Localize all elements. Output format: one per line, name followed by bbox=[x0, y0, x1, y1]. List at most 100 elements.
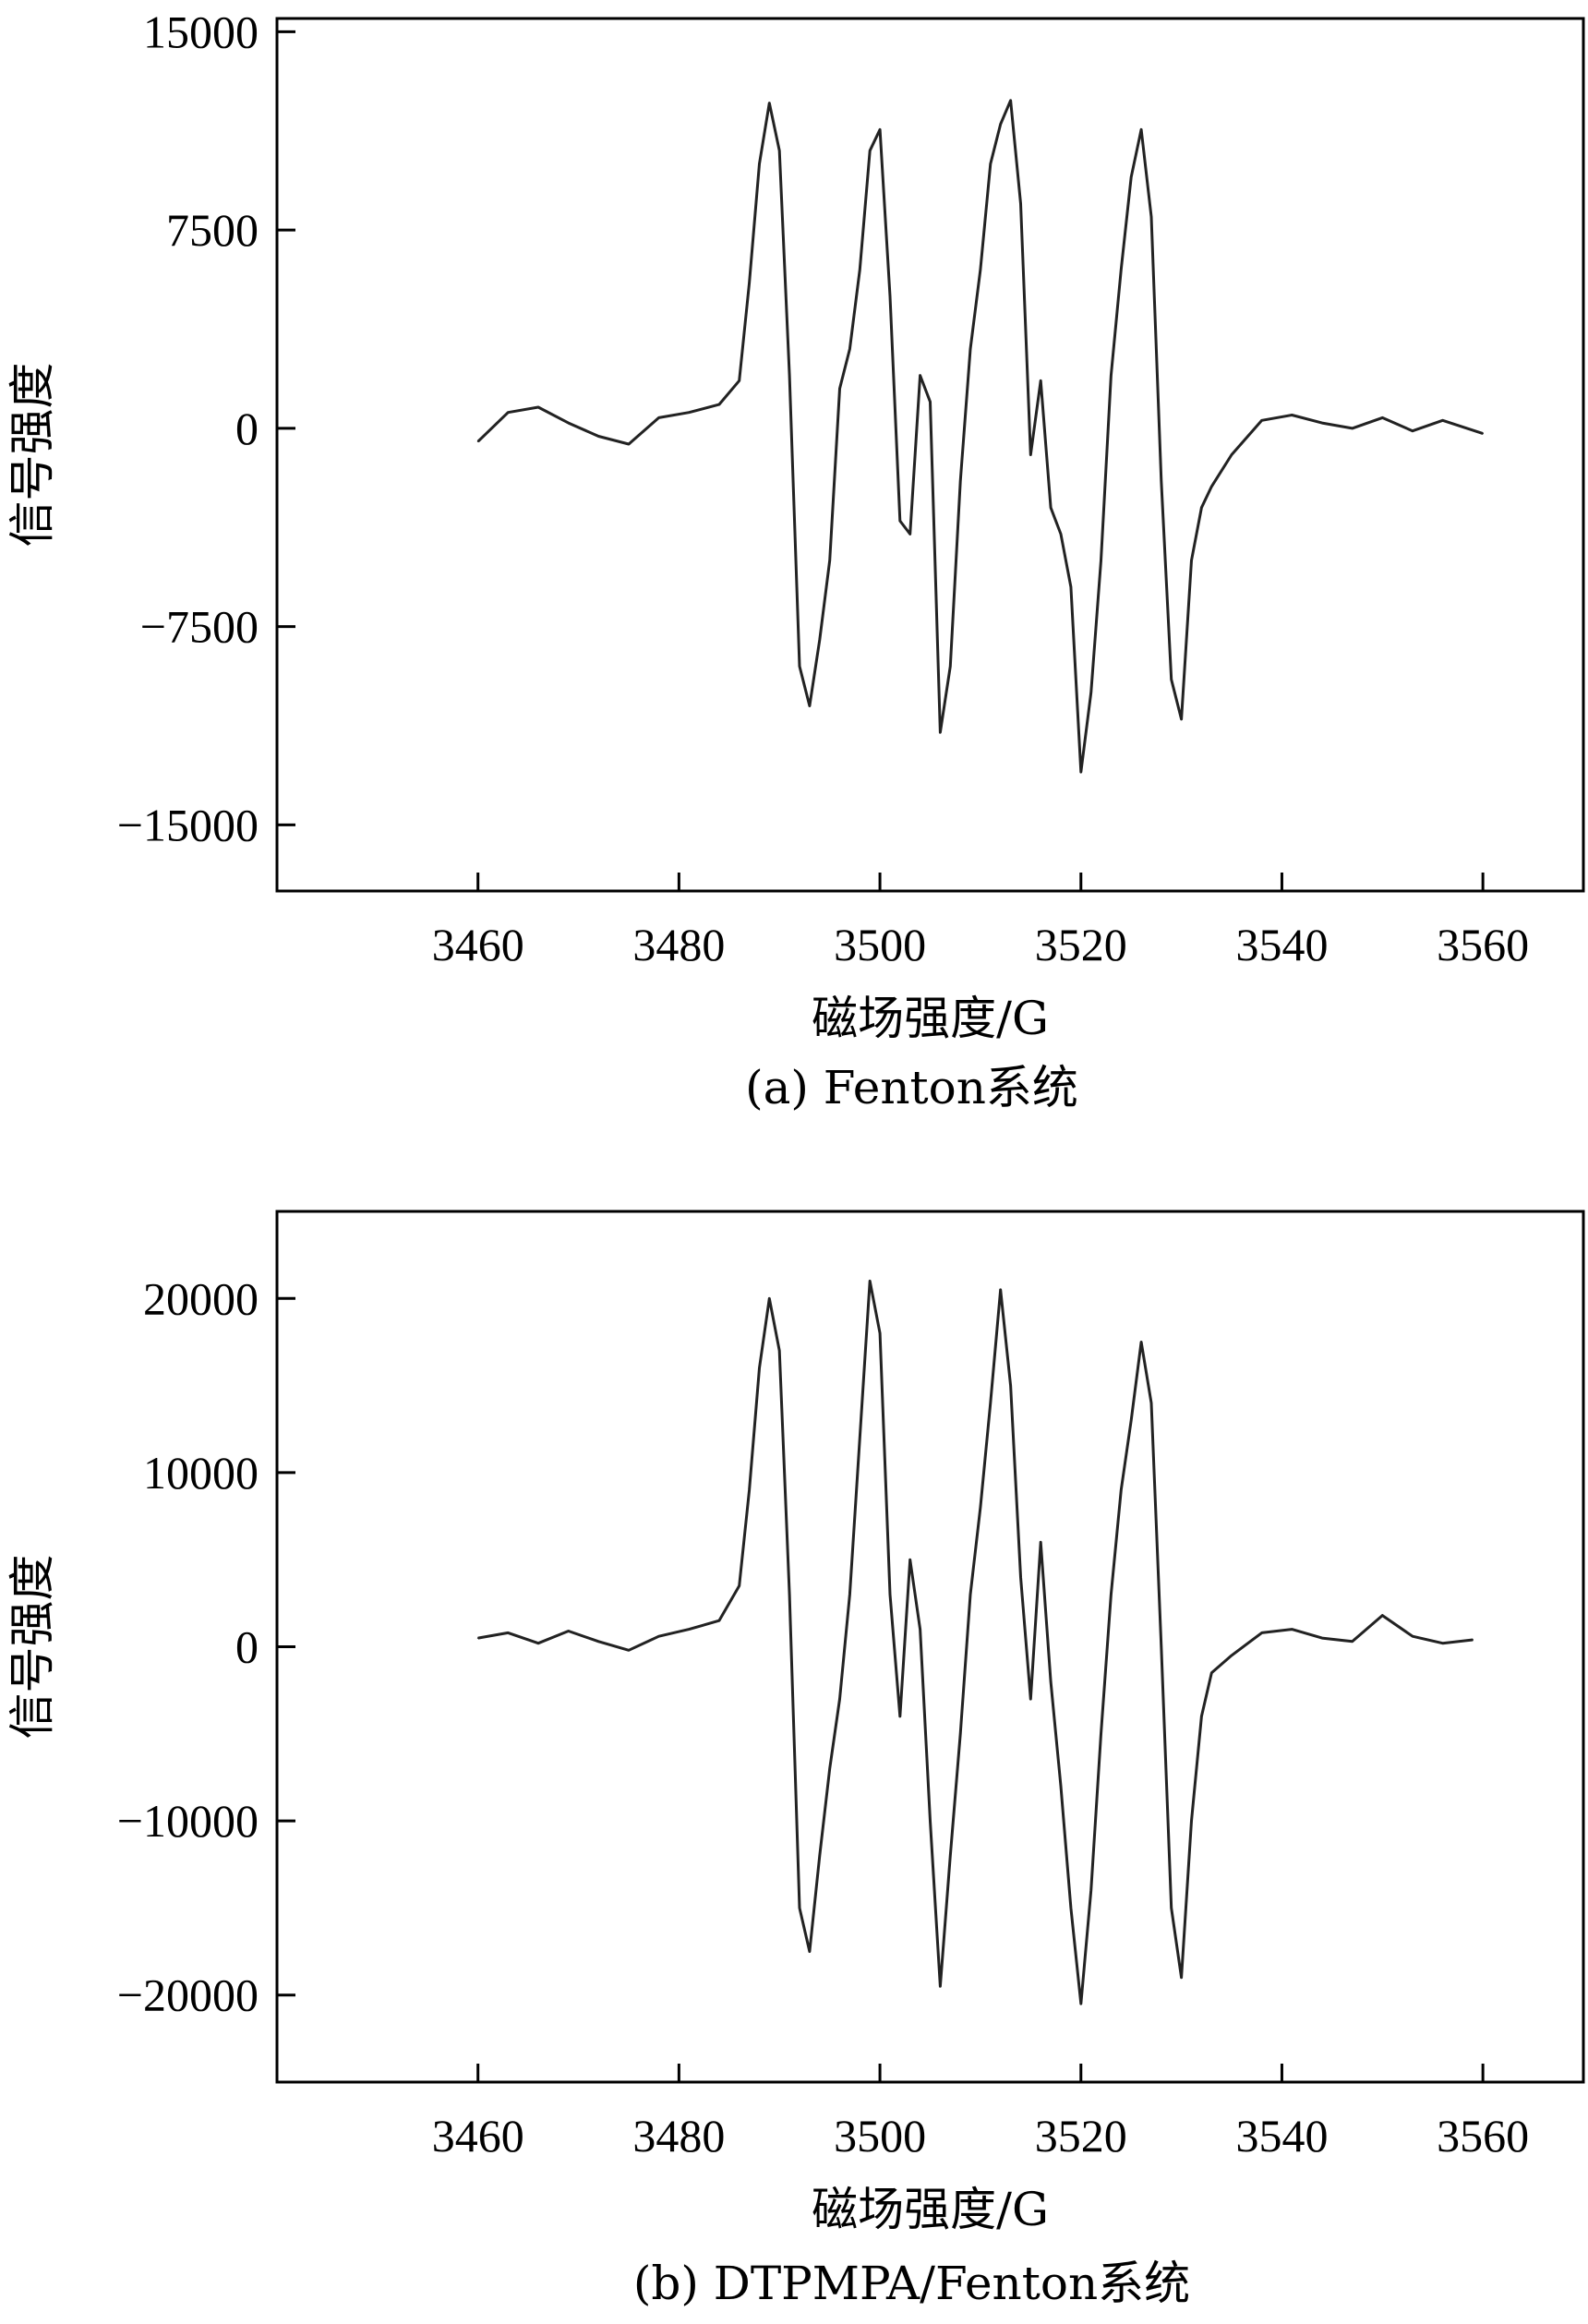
data-point bbox=[889, 1594, 891, 1595]
data-point bbox=[809, 1950, 811, 1953]
y-tick-label: −20000 bbox=[117, 1969, 259, 2021]
data-point bbox=[628, 1649, 630, 1652]
x-tick-label: 3500 bbox=[834, 2110, 926, 2161]
x-axis-title: 磁场强度/G bbox=[812, 992, 1049, 1045]
data-point bbox=[1200, 506, 1203, 509]
data-point bbox=[1291, 1628, 1293, 1631]
data-point bbox=[1050, 1680, 1052, 1683]
data-point bbox=[1190, 560, 1193, 561]
data-point bbox=[899, 1716, 901, 1717]
data-point bbox=[1060, 533, 1062, 536]
data-point bbox=[567, 422, 570, 424]
y-tick-label: 10000 bbox=[143, 1447, 259, 1499]
data-point bbox=[859, 1437, 861, 1439]
data-point bbox=[980, 1506, 981, 1509]
data-point bbox=[999, 123, 1002, 126]
data-point bbox=[748, 1488, 751, 1491]
data-point bbox=[1009, 99, 1012, 102]
data-point bbox=[919, 374, 921, 377]
data-point bbox=[1110, 374, 1113, 377]
data-point bbox=[828, 560, 831, 561]
data-point bbox=[879, 128, 881, 131]
data-point bbox=[1180, 718, 1183, 720]
y-tick-label: 20000 bbox=[143, 1272, 259, 1324]
y-tick-label: 7500 bbox=[166, 204, 259, 256]
data-point bbox=[848, 1594, 851, 1595]
data-point bbox=[1210, 486, 1213, 488]
data-point bbox=[768, 102, 771, 104]
data-point bbox=[828, 1767, 831, 1770]
data-point bbox=[1029, 1698, 1032, 1700]
data-point bbox=[1321, 422, 1323, 424]
data-point bbox=[879, 1332, 881, 1334]
x-tick-label: 3500 bbox=[834, 919, 926, 970]
epr-spectrum-line bbox=[477, 1279, 1474, 2005]
x-tick-label: 3520 bbox=[1035, 919, 1127, 970]
data-point bbox=[688, 1628, 691, 1631]
data-point bbox=[1150, 215, 1152, 218]
data-point bbox=[1161, 480, 1162, 482]
data-point bbox=[1079, 2003, 1082, 2005]
data-point bbox=[969, 348, 971, 350]
data-point bbox=[537, 1642, 539, 1644]
x-tick-label: 3460 bbox=[432, 919, 524, 970]
data-point bbox=[929, 1820, 932, 1822]
data-point bbox=[657, 1635, 660, 1637]
data-point bbox=[990, 163, 992, 165]
data-point bbox=[688, 411, 691, 414]
data-point bbox=[1291, 414, 1293, 416]
plot-frame bbox=[275, 17, 1585, 893]
y-tick-label: 0 bbox=[235, 1621, 259, 1673]
data-point bbox=[507, 411, 510, 414]
data-point bbox=[738, 1584, 740, 1587]
data-point bbox=[1381, 416, 1384, 419]
data-point bbox=[738, 379, 740, 382]
data-point bbox=[1150, 1402, 1152, 1404]
data-point bbox=[1231, 453, 1233, 456]
data-point bbox=[799, 665, 800, 668]
data-point bbox=[758, 163, 761, 165]
plot-frame bbox=[275, 1210, 1585, 2084]
y-tick-label: −15000 bbox=[117, 799, 259, 850]
data-point bbox=[799, 1907, 800, 1909]
data-point bbox=[1100, 1733, 1102, 1735]
x-axis-title: 磁场强度/G bbox=[812, 2183, 1049, 2236]
data-point bbox=[959, 1733, 961, 1735]
data-point bbox=[1482, 432, 1484, 435]
data-point bbox=[778, 1350, 781, 1352]
data-point bbox=[628, 443, 630, 445]
data-point bbox=[1210, 1671, 1213, 1674]
x-tick-label: 3480 bbox=[632, 2110, 725, 2161]
data-point bbox=[980, 269, 981, 271]
data-point bbox=[1040, 1541, 1042, 1544]
data-point bbox=[788, 1594, 790, 1595]
data-point bbox=[1412, 429, 1414, 432]
y-axis-title: 信号强度 bbox=[6, 1555, 59, 1740]
data-point bbox=[1351, 1641, 1353, 1643]
data-point bbox=[1190, 1820, 1193, 1822]
chart-panel-b: −20000 −10000 0 10000 20000 3460 3480 3500 3520 3… bbox=[6, 1210, 1585, 2310]
data-point bbox=[1120, 269, 1123, 271]
data-point bbox=[1130, 1419, 1132, 1422]
y-axis-title: 信号强度 bbox=[6, 363, 59, 548]
panel-caption: (b) DTPMPA/Fenton系统 bbox=[633, 2257, 1190, 2310]
data-point bbox=[476, 1637, 479, 1639]
data-point bbox=[758, 1367, 761, 1369]
x-tick-label: 3540 bbox=[1235, 2110, 1328, 2161]
data-point bbox=[838, 388, 841, 390]
data-point bbox=[929, 401, 932, 403]
data-point bbox=[869, 150, 871, 151]
x-tick-label: 3460 bbox=[432, 2110, 524, 2161]
data-point bbox=[657, 416, 660, 419]
data-point bbox=[999, 1289, 1002, 1291]
x-tick-label: 3520 bbox=[1035, 2110, 1127, 2161]
y-tick-label: 0 bbox=[235, 403, 259, 454]
data-point bbox=[1441, 419, 1444, 422]
data-point bbox=[949, 665, 952, 668]
data-point bbox=[718, 403, 720, 405]
chart-panel-a: −15000 −7500 0 7500 15000 3460 3480 3500 3520 354… bbox=[6, 6, 1585, 1114]
x-tick-label: 3560 bbox=[1437, 2110, 1529, 2161]
y-tick-label: 15000 bbox=[143, 6, 259, 57]
data-point bbox=[1161, 1645, 1162, 1648]
